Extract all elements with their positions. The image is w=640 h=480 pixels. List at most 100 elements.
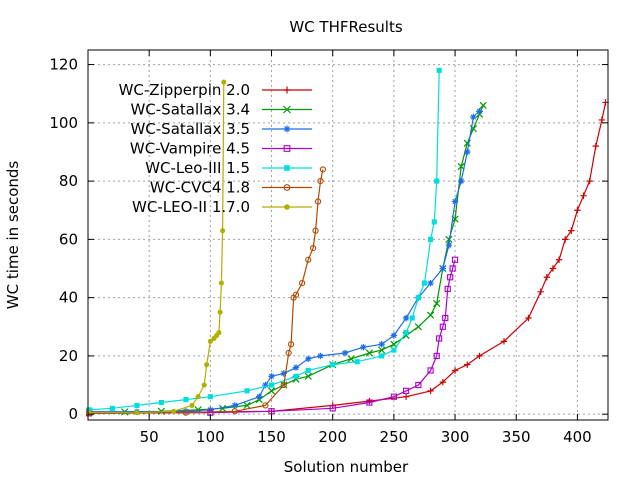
data-point bbox=[391, 347, 397, 353]
data-point bbox=[598, 116, 606, 124]
legend-swatch-marker bbox=[283, 125, 291, 133]
series-3 bbox=[86, 256, 459, 417]
data-point bbox=[280, 370, 287, 377]
data-point bbox=[379, 353, 385, 359]
data-point bbox=[427, 387, 434, 395]
data-point bbox=[360, 343, 367, 351]
data-point bbox=[414, 323, 422, 331]
data-point bbox=[476, 107, 483, 115]
data-point bbox=[319, 166, 327, 173]
data-point bbox=[231, 402, 239, 409]
y-tick-label: 60 bbox=[59, 230, 78, 248]
data-point bbox=[449, 265, 456, 272]
data-point bbox=[415, 381, 422, 389]
legend-swatch-marker bbox=[283, 105, 291, 114]
legend-label: WC-Vampire 4.5 bbox=[130, 140, 250, 158]
legend-item: WC-Zipperpin 2.0 bbox=[119, 81, 312, 99]
data-point bbox=[134, 410, 140, 416]
legend-item: WC-CVC4 1.8 bbox=[150, 179, 312, 197]
data-point bbox=[195, 394, 201, 400]
data-point bbox=[317, 177, 324, 185]
axis-ticks: 50 100 150 200 250 300 350 400 0 20 40 60 80 100 120 bbox=[49, 50, 608, 446]
data-point bbox=[218, 280, 224, 286]
data-point bbox=[444, 285, 451, 293]
data-point bbox=[427, 367, 434, 374]
data-point bbox=[592, 142, 599, 150]
data-point bbox=[457, 177, 465, 185]
legend-label: WC-CVC4 1.8 bbox=[150, 179, 250, 197]
data-point bbox=[561, 236, 569, 243]
legend-swatch-marker bbox=[283, 145, 291, 152]
data-point bbox=[479, 101, 487, 109]
data-point bbox=[433, 352, 440, 360]
data-point bbox=[221, 79, 227, 85]
legend-item: WC-LEO-II 1.7.0 bbox=[132, 198, 312, 216]
data-point bbox=[390, 393, 397, 400]
data-point bbox=[427, 279, 434, 287]
legend-item: WC-Leo-III 1.5 bbox=[145, 159, 312, 177]
data-point bbox=[431, 219, 437, 225]
data-point bbox=[207, 338, 213, 344]
data-point bbox=[268, 408, 275, 415]
data-point bbox=[442, 314, 449, 322]
x-tick-label: 350 bbox=[502, 428, 531, 446]
data-point bbox=[243, 401, 251, 410]
data-point bbox=[182, 409, 189, 416]
series-line bbox=[89, 70, 440, 411]
data-point bbox=[445, 241, 453, 249]
data-point bbox=[464, 148, 471, 156]
data-point bbox=[310, 245, 317, 252]
x-axis-label: Solution number bbox=[284, 458, 409, 476]
grid bbox=[88, 50, 608, 420]
x-tick-label: 250 bbox=[380, 428, 409, 446]
data-point bbox=[189, 402, 195, 408]
data-point bbox=[451, 367, 459, 374]
data-point bbox=[267, 387, 276, 395]
data-point bbox=[182, 408, 190, 415]
data-point bbox=[378, 346, 386, 354]
data-point bbox=[378, 341, 385, 348]
data-point bbox=[314, 198, 322, 205]
data-point bbox=[262, 402, 269, 409]
data-point bbox=[171, 408, 177, 414]
data-point bbox=[354, 359, 360, 365]
data-point bbox=[287, 341, 295, 348]
data-point bbox=[305, 256, 312, 263]
data-point bbox=[500, 338, 508, 345]
legend-item: WC-Satallax 3.5 bbox=[130, 120, 312, 138]
data-point bbox=[447, 274, 454, 281]
data-point bbox=[347, 355, 355, 363]
data-point bbox=[436, 335, 443, 342]
data-point bbox=[292, 291, 300, 298]
x-tick-label: 400 bbox=[563, 428, 592, 446]
series-line bbox=[89, 169, 324, 414]
data-point bbox=[329, 405, 336, 412]
data-point bbox=[330, 362, 336, 368]
data-point bbox=[439, 265, 447, 272]
legend: WC-Zipperpin 2.0 WC-Satallax 3.4WC-Satall… bbox=[119, 81, 312, 216]
x-tick-label: 300 bbox=[441, 428, 470, 446]
data-point bbox=[109, 405, 116, 411]
data-point bbox=[428, 236, 434, 242]
legend-swatch-marker bbox=[283, 184, 291, 191]
data-point bbox=[365, 349, 374, 357]
x-tick-label: 150 bbox=[257, 428, 286, 446]
data-point bbox=[434, 178, 440, 184]
data-point bbox=[312, 227, 319, 234]
data-point bbox=[86, 407, 92, 413]
data-point bbox=[134, 402, 140, 408]
data-point bbox=[402, 393, 410, 400]
data-point bbox=[403, 387, 410, 394]
series-line bbox=[89, 110, 480, 413]
series-line bbox=[89, 259, 456, 414]
data-point bbox=[426, 311, 435, 319]
data-point bbox=[305, 355, 312, 363]
data-point bbox=[543, 274, 551, 281]
x-tick-label: 50 bbox=[140, 428, 159, 446]
y-tick-label: 100 bbox=[49, 114, 78, 132]
series-4 bbox=[86, 67, 442, 413]
data-point bbox=[305, 367, 311, 374]
data-point bbox=[470, 113, 477, 121]
data-point bbox=[476, 352, 483, 360]
